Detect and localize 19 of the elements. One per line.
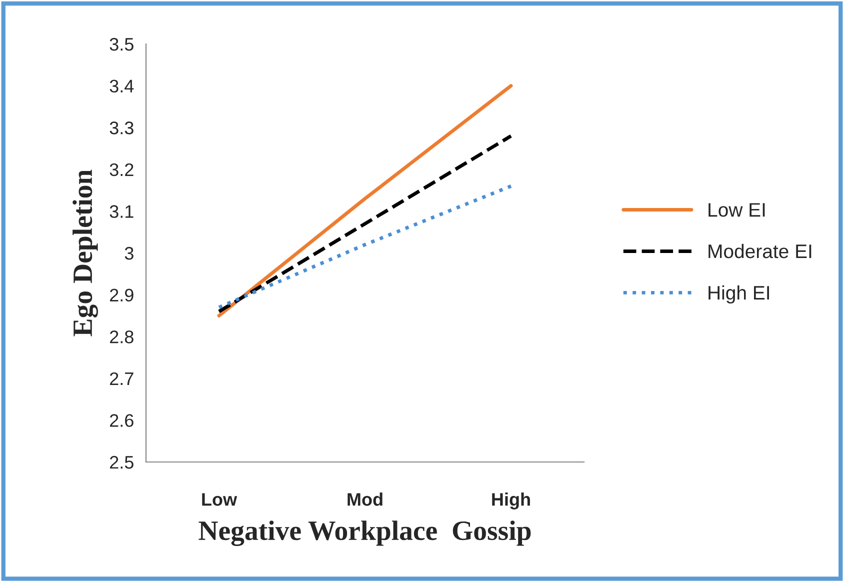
y-tick-label: 2.8 [110, 330, 134, 344]
y-axis-title: Ego Depletion [72, 170, 98, 336]
y-tick-label: 2.5 [110, 456, 134, 469]
legend-label: Moderate EI [708, 244, 812, 258]
y-tick-label: 3.3 [110, 122, 134, 134]
y-tick-label: 2.9 [110, 288, 134, 302]
x-axis-title: Negative Workplace Gossip [198, 520, 531, 546]
legend-label: Low EI [708, 203, 765, 217]
y-tick-label: 2.6 [110, 414, 134, 427]
y-tick-label: 3.5 [110, 38, 134, 51]
legend-label: High EI [708, 285, 769, 304]
y-tick-label: 3.4 [110, 80, 134, 93]
x-tick-label: Mod [348, 492, 382, 506]
x-tick-label: Low [202, 493, 238, 506]
x-tick-label: High [492, 492, 530, 510]
y-tick-label: 2.7 [110, 372, 134, 385]
y-tick-label: 3.2 [110, 163, 134, 176]
y-tick-label: 3 [124, 246, 134, 260]
y-tick-label: 3.1 [110, 205, 134, 218]
